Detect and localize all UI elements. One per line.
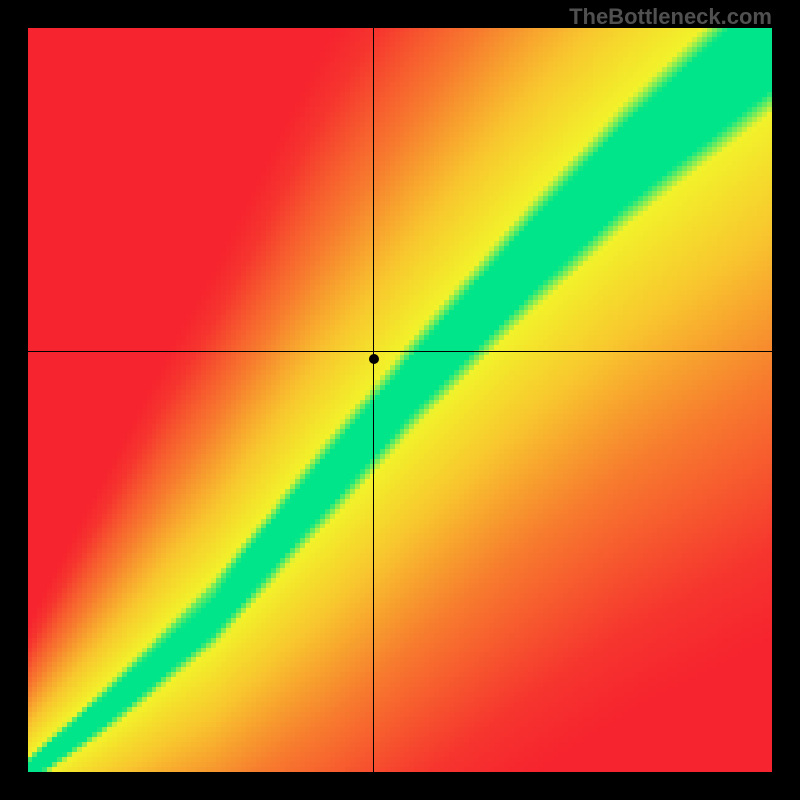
crosshair-horizontal-line bbox=[28, 351, 772, 352]
crosshair-vertical-line bbox=[373, 28, 374, 772]
crosshair-marker-dot bbox=[369, 354, 379, 364]
heatmap-canvas bbox=[28, 28, 772, 772]
watermark-text: TheBottleneck.com bbox=[569, 4, 772, 30]
